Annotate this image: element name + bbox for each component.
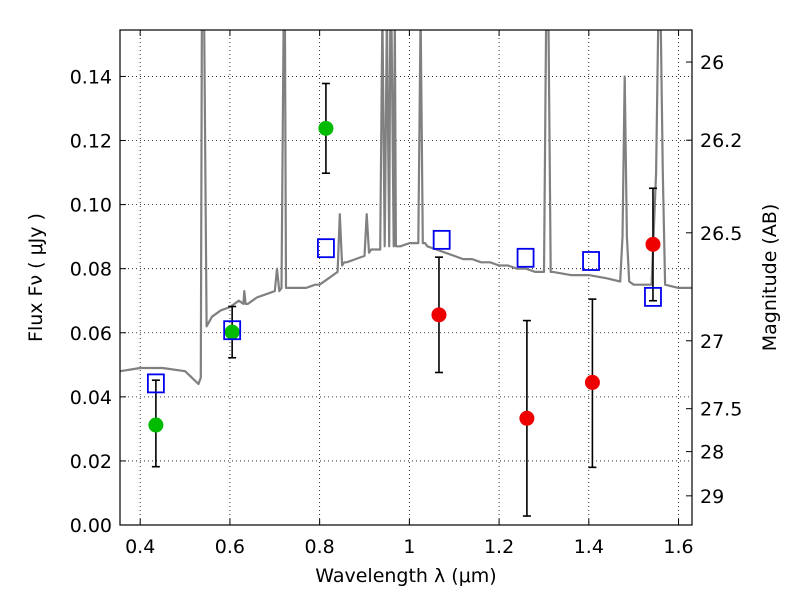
model-point-marker bbox=[516, 247, 535, 268]
data-point bbox=[645, 236, 661, 252]
y2-tick-label: 26.2 bbox=[700, 130, 742, 152]
data-point bbox=[224, 324, 240, 340]
data-point bbox=[584, 374, 600, 390]
y-tick-label: 0.02 bbox=[70, 451, 112, 473]
model-point-marker bbox=[432, 229, 451, 250]
data-point bbox=[519, 410, 535, 426]
y-tick-label: 0.06 bbox=[70, 323, 112, 345]
model-point-marker bbox=[582, 251, 600, 271]
spectrum-layer bbox=[120, 30, 692, 386]
x-tick-label: 1 bbox=[403, 536, 415, 558]
y-tick-label: 0.08 bbox=[70, 259, 112, 281]
y2-axis-label: Magnitude (AB) bbox=[759, 204, 781, 352]
photometry-points bbox=[146, 82, 662, 517]
model-point-marker bbox=[644, 286, 662, 307]
x-tick-label: 1.2 bbox=[484, 536, 514, 558]
y2-tick-label: 27.5 bbox=[700, 399, 742, 421]
x-tick-label: 0.4 bbox=[125, 536, 155, 558]
x-tick-label: 0.8 bbox=[305, 536, 335, 558]
plot-frame bbox=[119, 29, 693, 526]
x-axis-label: Wavelength λ (μm) bbox=[315, 565, 496, 587]
axis-ticks: 0.4 0.6 0.8 1 1.2 1.4 1.6 0.00 0.02 0.04 0.06 0.08 0… bbox=[70, 30, 742, 558]
x-tick-label: 1.4 bbox=[574, 536, 604, 558]
data-point bbox=[318, 120, 334, 136]
y-tick-label: 0.00 bbox=[70, 515, 112, 537]
y-tick-label: 0.14 bbox=[70, 66, 112, 88]
y2-tick-label: 29 bbox=[700, 486, 724, 508]
y2-tick-label: 27 bbox=[700, 331, 724, 353]
y2-tick-label: 26.5 bbox=[700, 223, 742, 245]
y-tick-label: 0.10 bbox=[70, 195, 112, 217]
y2-tick-label: 26 bbox=[700, 52, 724, 74]
model-spectrum-line bbox=[120, 30, 692, 386]
y-tick-label: 0.04 bbox=[70, 387, 112, 409]
y2-tick-label: 28 bbox=[700, 442, 724, 464]
y-axis-label: Flux Fν ( μJy ) bbox=[25, 213, 47, 342]
y-tick-label: 0.12 bbox=[70, 131, 112, 153]
data-point bbox=[431, 307, 447, 323]
data-point bbox=[148, 417, 164, 433]
model-point-marker bbox=[146, 373, 165, 394]
model-point-marker bbox=[223, 320, 242, 341]
x-tick-label: 1.6 bbox=[663, 536, 693, 558]
x-tick-label: 0.6 bbox=[215, 536, 245, 558]
model-point-marker bbox=[317, 238, 335, 259]
